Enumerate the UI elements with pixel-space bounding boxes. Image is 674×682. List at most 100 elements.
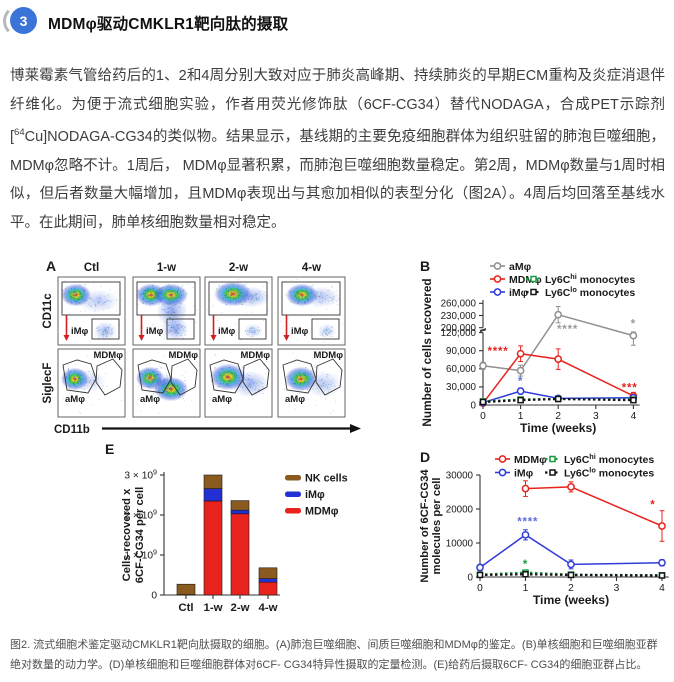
svg-text:CD11b: CD11b bbox=[54, 424, 90, 436]
svg-text:4: 4 bbox=[659, 583, 665, 594]
svg-text:A: A bbox=[46, 258, 56, 274]
svg-text:0: 0 bbox=[477, 583, 483, 594]
svg-text:E: E bbox=[105, 441, 114, 457]
bar-segment bbox=[258, 581, 278, 596]
svg-text:MDMφ: MDMφ bbox=[169, 350, 199, 361]
flow-plot-r1c0: aMφ MDMφ bbox=[57, 348, 126, 418]
svg-text:MDMφ: MDMφ bbox=[314, 350, 344, 361]
svg-text:iMφ: iMφ bbox=[291, 326, 309, 337]
svg-text:Cells recovered x: Cells recovered x bbox=[121, 488, 133, 581]
svg-text:Ctl: Ctl bbox=[84, 262, 99, 274]
svg-text:D: D bbox=[420, 449, 430, 465]
bar-segment bbox=[203, 488, 223, 502]
red-arrow-icon bbox=[283, 335, 290, 341]
svg-text:iMφ: iMφ bbox=[218, 326, 236, 337]
legend-item: Ly6Clo monocytes bbox=[545, 465, 654, 479]
svg-text:aMφ: aMφ bbox=[285, 394, 305, 405]
svg-text:Ly6Chi monocytes: Ly6Chi monocytes bbox=[564, 452, 654, 466]
flow-plot-r1c1: aMφ MDMφ bbox=[132, 348, 201, 418]
svg-text:0: 0 bbox=[151, 590, 157, 601]
legend-item: iMφ bbox=[495, 467, 534, 479]
svg-text:aMφ: aMφ bbox=[65, 394, 85, 405]
svg-text:Ctl: Ctl bbox=[178, 602, 193, 614]
svg-text:20000: 20000 bbox=[446, 504, 474, 515]
bar-segment bbox=[230, 509, 250, 515]
svg-text:*: * bbox=[518, 376, 523, 388]
svg-text:6CF-CG34 per cell: 6CF-CG34 per cell bbox=[134, 487, 146, 583]
bar-segment bbox=[230, 513, 250, 596]
body-paragraph: 博莱霉素气管给药后的1、2和4周分别大致对应于肺炎高峰期、持续肺炎的早期ECM重… bbox=[10, 68, 665, 231]
svg-text:1-w: 1-w bbox=[204, 602, 223, 614]
figure-2: A Ctl 1-w 2-w 4-w CD11c SiglecF CD11b iMφ iMφ iMφ i… bbox=[0, 250, 674, 630]
svg-text:Time (weeks): Time (weeks) bbox=[520, 421, 596, 435]
legend-swatch bbox=[285, 508, 301, 514]
svg-text:200,000: 200,000 bbox=[441, 323, 477, 334]
legend-item: Ly6Chi monocytes bbox=[526, 272, 635, 286]
svg-text:260,000: 260,000 bbox=[441, 299, 477, 310]
legend-item: iMφ bbox=[490, 287, 529, 299]
svg-text:MDMφ: MDMφ bbox=[241, 350, 271, 361]
svg-text:iMφ: iMφ bbox=[514, 467, 534, 479]
svg-text:0: 0 bbox=[468, 572, 474, 583]
svg-text:2 × 109: 2 × 109 bbox=[124, 508, 157, 521]
stacked-bar-uptake-share: E 0 1 × 109 2 × 109 3 × 109 Ctl 1-w 2-w 4-w NK ce… bbox=[105, 441, 348, 614]
svg-text:2-w: 2-w bbox=[231, 602, 250, 614]
svg-text:3: 3 bbox=[593, 411, 599, 422]
svg-text:Time (weeks): Time (weeks) bbox=[533, 593, 609, 607]
bar-segment bbox=[176, 583, 196, 595]
axes bbox=[479, 300, 640, 409]
svg-text:2-w: 2-w bbox=[229, 262, 248, 274]
svg-text:30000: 30000 bbox=[446, 470, 474, 481]
svg-text:4: 4 bbox=[631, 411, 637, 422]
legend-item: aMφ bbox=[490, 261, 532, 273]
red-arrow-icon bbox=[138, 335, 145, 341]
svg-text:230,000: 230,000 bbox=[441, 311, 477, 322]
section-arc-icon bbox=[3, 5, 35, 37]
svg-text:iMφ: iMφ bbox=[71, 326, 89, 337]
svg-text:iMφ: iMφ bbox=[305, 489, 325, 501]
svg-text:60,000: 60,000 bbox=[446, 364, 477, 375]
svg-text:***: *** bbox=[622, 383, 638, 395]
svg-text:4-w: 4-w bbox=[302, 262, 321, 274]
svg-text:aMφ: aMφ bbox=[509, 261, 532, 273]
svg-text:Ly6Clo monocytes: Ly6Clo monocytes bbox=[545, 285, 635, 299]
svg-text:iMφ: iMφ bbox=[509, 287, 529, 299]
flow-plot-r1c3: aMφ MDMφ bbox=[277, 348, 346, 418]
svg-text:30,000: 30,000 bbox=[446, 382, 477, 393]
red-arrow-icon bbox=[63, 335, 70, 341]
section-title: MDMφ驱动CMKLR1靶向肽的摄取 bbox=[48, 16, 289, 33]
data-series-4 bbox=[479, 395, 637, 406]
svg-text:MDMφ: MDMφ bbox=[94, 350, 124, 361]
svg-text:1-w: 1-w bbox=[157, 262, 176, 274]
svg-text:3 × 109: 3 × 109 bbox=[124, 468, 157, 481]
svg-text:90,000: 90,000 bbox=[446, 346, 477, 357]
legend-item: Ly6Clo monocytes bbox=[526, 285, 635, 299]
flow-plot-r1c2: aMφ MDMφ bbox=[204, 348, 273, 418]
svg-text:0: 0 bbox=[471, 400, 477, 411]
flow-plot-r0c2: iMφ bbox=[204, 276, 273, 346]
svg-text:aMφ: aMφ bbox=[140, 394, 160, 405]
svg-text:1: 1 bbox=[518, 411, 524, 422]
legend-swatch bbox=[285, 491, 301, 497]
svg-text:Number of cells recovered: Number of cells recovered bbox=[420, 278, 434, 426]
svg-text:B: B bbox=[420, 258, 430, 274]
svg-text:2: 2 bbox=[555, 411, 561, 422]
svg-text:NK cells: NK cells bbox=[305, 473, 348, 485]
flow-plot-r0c0: iMφ bbox=[57, 276, 126, 346]
svg-text:Number of 6CF-CG34: Number of 6CF-CG34 bbox=[419, 469, 431, 583]
svg-text:CD11c: CD11c bbox=[42, 293, 54, 329]
svg-text:Ly6Chi monocytes: Ly6Chi monocytes bbox=[545, 272, 635, 286]
bar-segment bbox=[203, 474, 223, 489]
svg-text:1: 1 bbox=[523, 583, 529, 594]
svg-text:****: **** bbox=[517, 517, 538, 529]
data-series-3 bbox=[476, 571, 666, 579]
bar-segment bbox=[230, 500, 250, 511]
axes bbox=[476, 474, 669, 581]
bar-segment bbox=[258, 578, 278, 583]
svg-text:MDMφ: MDMφ bbox=[305, 506, 339, 518]
line-chart-molecules-per-cell: D MDMφ Ly6Chi monocytes iMφ Ly6Clo monocytes… bbox=[419, 449, 669, 607]
section-number-badge: 3 bbox=[10, 7, 37, 34]
legend-swatch bbox=[285, 475, 301, 481]
svg-text:MDMφ: MDMφ bbox=[514, 454, 547, 466]
